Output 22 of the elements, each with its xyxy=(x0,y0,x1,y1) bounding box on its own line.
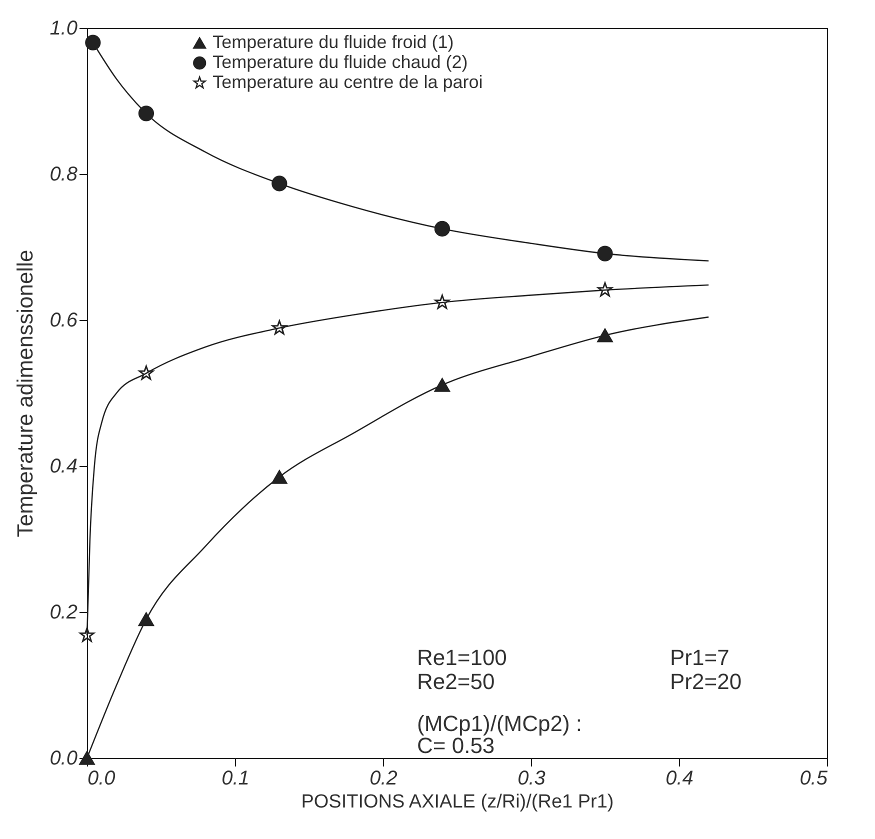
x-axis-title: POSITIONS AXIALE (z/Ri)/(Re1 Pr1) xyxy=(301,792,614,812)
x-tick-label: 0.0 xyxy=(88,768,116,790)
y-tick-label: 1.0 xyxy=(50,18,78,40)
legend-label: Temperature du fluide chaud (2) xyxy=(212,52,468,72)
y-tick-label: 0.8 xyxy=(50,164,78,186)
annotation: (MCp1)/(MCp2) : xyxy=(417,711,582,736)
x-tick-label: 0.3 xyxy=(518,768,546,790)
y-axis-title: Temperature adimenssionelle xyxy=(12,250,38,538)
y-tick-label: 0.6 xyxy=(50,310,78,332)
x-tick-label: 0.4 xyxy=(666,768,694,790)
legend-label: Temperature au centre de la paroi xyxy=(212,72,483,92)
legend-label: Temperature du fluide froid (1) xyxy=(212,32,454,52)
x-tick-label: 0.5 xyxy=(800,768,828,790)
annotation: Re2=50 xyxy=(417,669,495,694)
x-tick-label: 0.1 xyxy=(222,768,250,790)
annotation: Pr2=20 xyxy=(670,669,742,694)
x-tick-label: 0.2 xyxy=(370,768,398,790)
annotation: Pr1=7 xyxy=(670,645,730,670)
y-tick-label: 0.0 xyxy=(50,748,78,770)
annotation: Re1=100 xyxy=(417,645,507,670)
y-tick-label: 0.4 xyxy=(50,456,78,478)
y-tick-label: 0.2 xyxy=(50,602,78,624)
